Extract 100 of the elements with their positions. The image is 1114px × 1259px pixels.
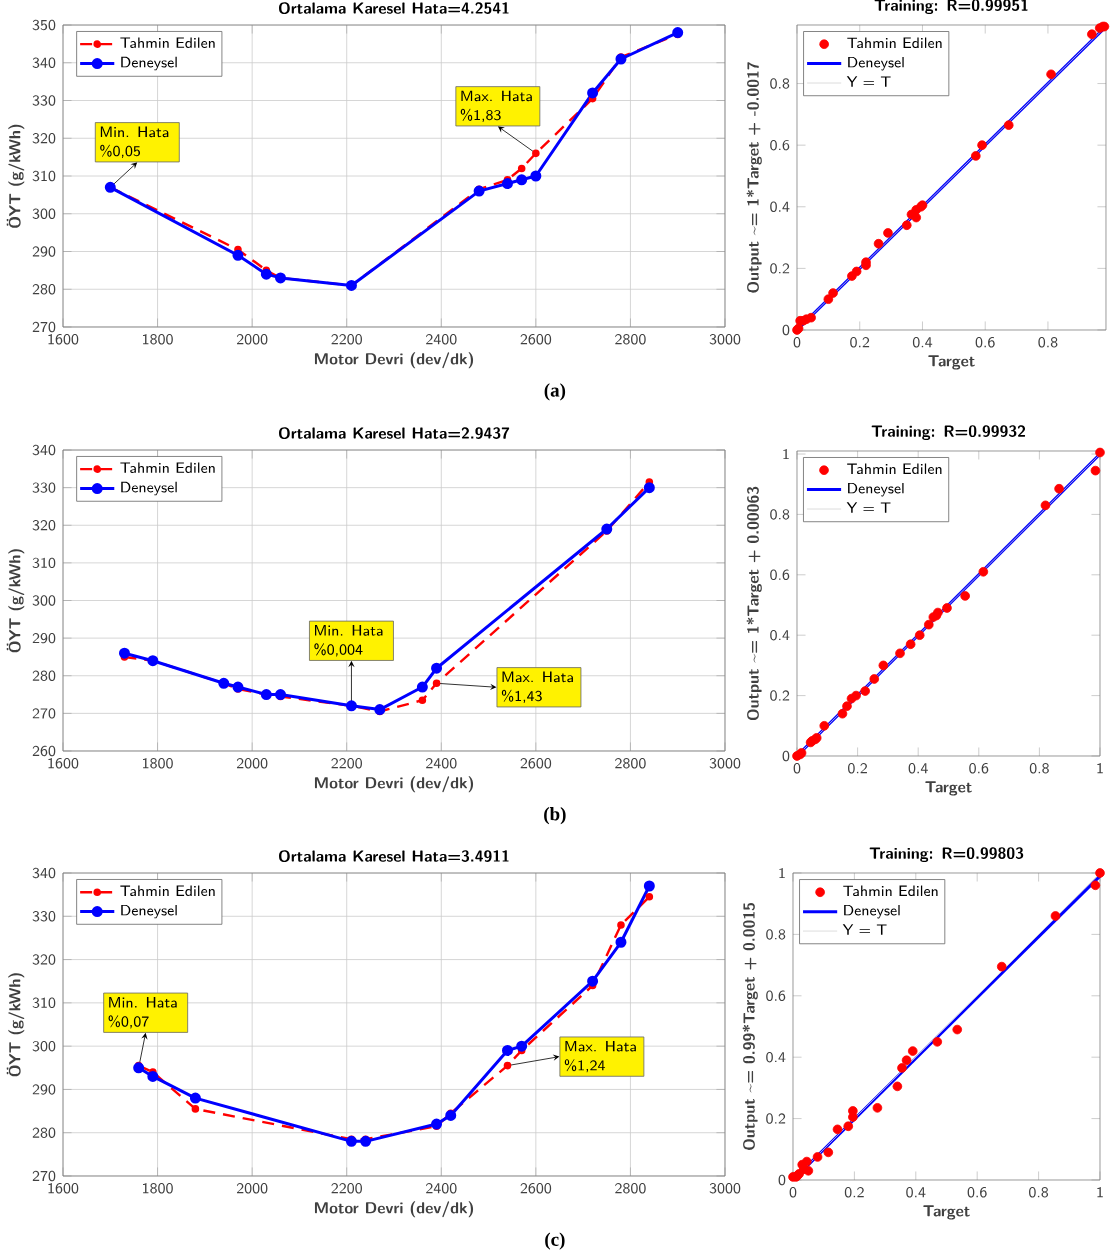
y-tick-label: 0.6	[770, 569, 790, 581]
legend-label: Y = T	[846, 502, 891, 513]
x-tick-label: 2200	[331, 758, 362, 769]
text: (c)	[545, 1232, 565, 1250]
x-tick-label: 0	[793, 337, 801, 348]
legend-label: Tahmin Edilen	[120, 885, 215, 897]
x-tick-label: 0.6	[975, 337, 995, 348]
x-tick-label: 2400	[426, 758, 457, 769]
y-tick-label: 0	[778, 1174, 786, 1186]
x-tick-label: 2000	[236, 334, 268, 345]
x-tick-label: 0.4	[906, 1187, 926, 1198]
x-tick-label: 1800	[143, 1183, 173, 1194]
x-tick-label: 1600	[48, 334, 79, 345]
y-tick-label: 320	[32, 954, 56, 965]
chart-title: Training: R=0.99932	[871, 425, 1026, 440]
x-tick-label: 1	[1097, 1187, 1103, 1198]
x-tick-label: 1800	[143, 758, 173, 769]
x-tick-label: 2400	[426, 334, 457, 345]
y-axis-title: ÖYT (g/kWh)	[6, 973, 25, 1077]
legend-label: Deneysel	[844, 904, 900, 919]
y-tick-label: 310	[32, 557, 56, 569]
legend-label: Y = T	[842, 924, 887, 935]
x-tick-label: 0.2	[848, 763, 867, 774]
y-tick-label: 340	[32, 444, 56, 456]
y-tick-label: 270	[32, 1170, 56, 1182]
y-tick-label: 0.8	[766, 929, 786, 940]
x-tick-label: 1800	[143, 334, 173, 345]
x-tick-label: 1600	[48, 758, 79, 769]
y-tick-label: 280	[32, 670, 56, 681]
x-axis-title: Target	[925, 781, 972, 796]
y-tick-label: 300	[32, 1040, 56, 1052]
x-tick-label: 2600	[520, 758, 552, 769]
y-tick-label: 0.4	[770, 629, 790, 641]
x-tick-label: 2200	[331, 1183, 362, 1194]
x-tick-label: 1	[1097, 763, 1103, 774]
legend-label: Tahmin Edilen	[120, 37, 215, 49]
y-tick-label: 300	[32, 595, 56, 606]
y-axis-title: ÖYT (g/kWh)	[6, 124, 25, 228]
x-tick-label: 3000	[709, 334, 741, 345]
x-tick-label: 2000	[236, 1183, 268, 1194]
y-axis-title: ÖYT (g/kWh)	[6, 549, 25, 653]
y-tick-label: 270	[32, 708, 56, 719]
text: (a)	[544, 383, 566, 401]
y-tick-label: 270	[32, 321, 56, 333]
x-tick-label: 0.2	[850, 337, 870, 348]
x-tick-label: 0.6	[969, 763, 989, 774]
y-tick-label: 1	[783, 448, 789, 460]
x-tick-label: 2800	[615, 758, 646, 769]
y-tick-label: 0.6	[770, 139, 790, 151]
y-tick-label: 340	[32, 867, 56, 879]
y-tick-label: 290	[32, 1084, 56, 1095]
y-tick-label: 0.4	[770, 201, 790, 212]
y-tick-label: 260	[32, 745, 56, 757]
x-axis-title: Motor Devri (dev/dk)	[314, 352, 474, 369]
chart-title: Training: R=0.99951	[874, 0, 1028, 14]
legend-label: Deneysel	[121, 481, 177, 496]
y-tick-label: 310	[32, 170, 56, 182]
y-tick-label: 0.8	[770, 78, 790, 89]
x-axis-title: Motor Devri (dev/dk)	[314, 776, 474, 793]
annotation: Max. Hata %1,83	[460, 90, 532, 122]
x-tick-label: 0.8	[1029, 763, 1049, 774]
legend-label: Deneysel	[121, 56, 177, 71]
x-tick-label: 0.4	[908, 763, 928, 774]
chart-title: Ortalama Karesel Hata=3.4911	[279, 850, 509, 862]
y-tick-label: 0.2	[770, 263, 790, 274]
legend-label: Deneysel	[848, 56, 904, 71]
chart-title: Ortalama Karesel Hata=2.9437	[279, 427, 510, 439]
y-tick-label: 350	[32, 19, 56, 31]
x-axis-title: Target	[923, 1205, 970, 1220]
x-tick-label: 2600	[520, 1183, 552, 1194]
y-tick-label: 0.4	[766, 1051, 786, 1063]
y-axis-title: Output ~= 1*Target + -0.0017	[746, 62, 762, 293]
x-tick-label: 0.8	[1029, 1187, 1049, 1198]
x-tick-label: 0	[789, 1187, 797, 1198]
x-tick-label: 0.6	[967, 1187, 987, 1198]
y-tick-label: 0.2	[766, 1113, 786, 1124]
y-tick-label: 290	[32, 246, 56, 257]
legend-label: Tahmin Edilen	[843, 885, 938, 897]
y-tick-label: 280	[32, 1127, 56, 1138]
annotation: Min. Hata %0,07	[108, 997, 177, 1029]
x-tick-label: 2600	[520, 334, 552, 345]
x-tick-label: 3000	[709, 758, 741, 769]
y-tick-label: 320	[32, 520, 56, 531]
x-tick-label: 2400	[426, 1183, 457, 1194]
y-tick-label: 1	[779, 867, 785, 879]
legend-label: Deneysel	[121, 904, 177, 919]
x-axis-title: Target	[928, 355, 975, 370]
y-axis-title: Output ~= 1*Target + 0.00063	[746, 486, 762, 721]
legend-label: Tahmin Edilen	[120, 462, 215, 474]
y-tick-label: 0	[782, 324, 790, 336]
y-tick-label: 320	[32, 133, 56, 144]
chart-title: Training: R=0.99803	[869, 847, 1024, 862]
x-tick-label: 0	[793, 763, 801, 774]
x-tick-label: 1600	[48, 1183, 79, 1194]
text: (b)	[544, 807, 566, 825]
y-tick-label: 0.2	[770, 690, 790, 701]
legend-label: Deneysel	[848, 482, 904, 497]
y-tick-label: 340	[32, 57, 56, 68]
x-axis-title: Motor Devri (dev/dk)	[314, 1201, 474, 1218]
x-tick-label: 2200	[331, 334, 362, 345]
